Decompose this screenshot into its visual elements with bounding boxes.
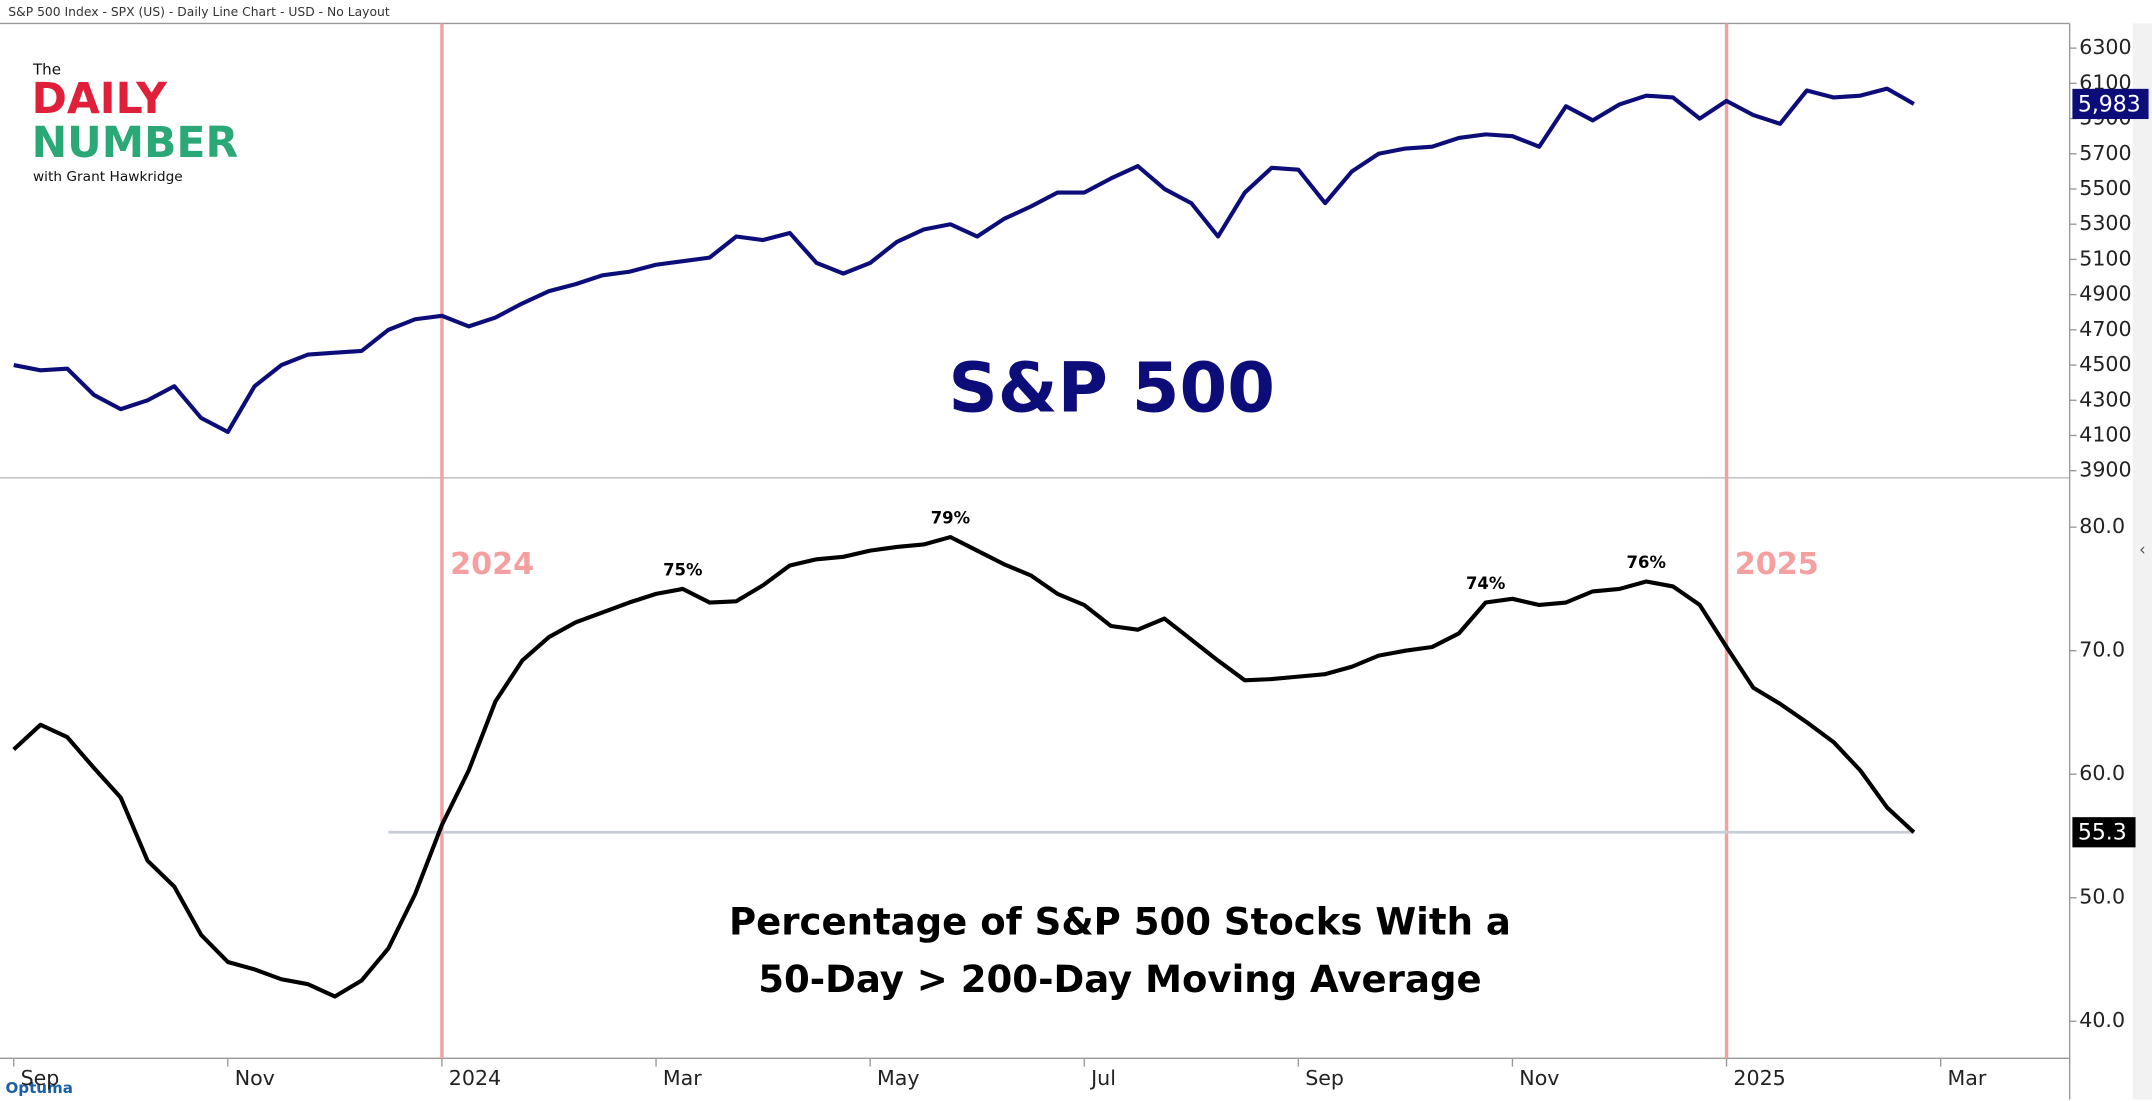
- y-tick-label: 70.0: [2079, 638, 2125, 662]
- x-tick-label: Sep: [21, 1066, 60, 1090]
- x-tick-label: Mar: [1948, 1066, 1987, 1090]
- y-tick-label: 4500: [2079, 352, 2131, 376]
- x-tick-label: 2025: [1733, 1066, 1785, 1090]
- x-tick-label: Sep: [1305, 1066, 1344, 1090]
- last-value-label: 5,983: [2078, 92, 2141, 117]
- series-line: [13, 86, 1915, 434]
- y-tick-label: 4900: [2079, 282, 2131, 306]
- collapse-arrow[interactable]: ‹: [2139, 540, 2146, 559]
- y-tick-label: 4300: [2079, 387, 2131, 411]
- last-value-badge: [2072, 88, 2149, 120]
- year-label: 2025: [1735, 547, 1819, 582]
- x-tick-label: Mar: [663, 1066, 702, 1090]
- header-title: S&P 500 Index - SPX (US) - Daily Line Ch…: [8, 5, 390, 19]
- y-tick-label: 6300: [2079, 35, 2131, 59]
- data-label: 79%: [931, 509, 970, 528]
- x-tick-label: Nov: [1519, 1066, 1559, 1090]
- data-label: 75%: [663, 561, 702, 580]
- y-tick-label: 4100: [2079, 423, 2131, 447]
- x-tick-label: Nov: [235, 1066, 275, 1090]
- series-line: [12, 534, 1916, 999]
- year-label: 2024: [450, 547, 534, 582]
- last-value-badge: [2072, 817, 2136, 848]
- logo-byline: with Grant Hawkridge: [33, 169, 183, 185]
- logo-number: NUMBER: [32, 119, 239, 168]
- footer-brand: Optuma: [5, 1079, 72, 1097]
- y-tick-label: 3900: [2079, 458, 2131, 482]
- panel-title: 50-Day > 200-Day Moving Average: [758, 958, 1481, 1001]
- x-tick-label: Jul: [1089, 1066, 1116, 1090]
- y-tick-label: 4700: [2079, 317, 2131, 341]
- panel-title: Percentage of S&P 500 Stocks With a: [729, 900, 1511, 943]
- logo: The DAILY NUMBER with Grant Hawkridge: [32, 61, 239, 186]
- y-tick-label: 50.0: [2079, 885, 2125, 909]
- data-label: 76%: [1627, 553, 1666, 572]
- x-tick-label: 2024: [449, 1066, 501, 1090]
- x-tick-label: May: [877, 1066, 920, 1090]
- y-tick-label: 5300: [2079, 211, 2131, 235]
- y-tick-label: 80.0: [2079, 514, 2125, 538]
- y-tick-label: 60.0: [2079, 761, 2125, 785]
- scroll-strip[interactable]: [2132, 23, 2152, 1100]
- data-label: 74%: [1466, 574, 1505, 593]
- y-tick-label: 5500: [2079, 176, 2131, 200]
- last-value-label: 55.3: [2078, 821, 2127, 846]
- y-tick-label: 5700: [2079, 141, 2131, 165]
- panel-title: S&P 500: [948, 349, 1275, 429]
- y-tick-label: 40.0: [2079, 1008, 2125, 1032]
- y-tick-label: 5100: [2079, 246, 2131, 270]
- logo-the: The: [32, 61, 61, 79]
- logo-daily: DAILY: [32, 75, 169, 124]
